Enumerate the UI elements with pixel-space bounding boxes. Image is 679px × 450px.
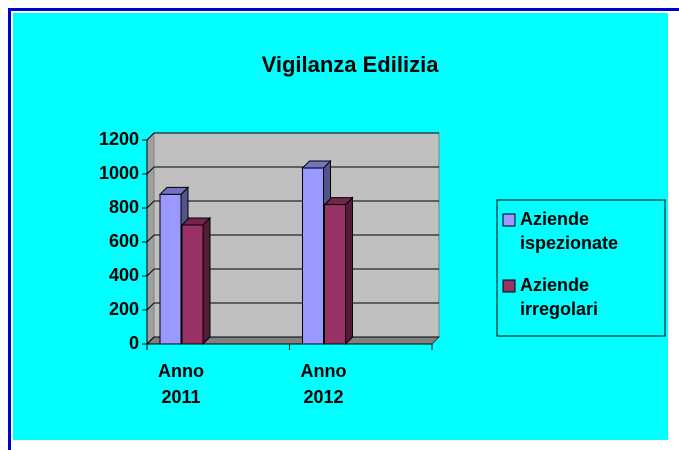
y-tick-label: 0 [129,333,139,353]
y-tick-label: 600 [109,231,139,251]
y-tick-label: 800 [109,197,139,217]
grid-line-side [146,336,155,345]
bar-side [202,216,211,346]
bar [181,224,204,345]
grid-line-side [146,302,155,311]
grid-line-side [146,132,155,141]
y-tick-label: 400 [109,265,139,285]
legend-swatch [502,213,516,227]
legend-label: Aziende irregolari [520,275,599,319]
legend-box [496,199,666,337]
bar [159,193,182,345]
x-tick-label: Anno 2012 [300,361,347,407]
y-tick-label: 1200 [99,129,139,149]
legend-label: Aziende ispezionate [520,209,619,253]
y-tick-label: 1000 [99,163,139,183]
bar [302,167,324,345]
bar-side [345,196,353,346]
legend-swatch [502,279,516,293]
chart-title: Vigilanza Edilizia [262,52,440,77]
grid-line-side [146,200,155,209]
bar [324,204,346,345]
grid-line-side [146,268,155,277]
x-tick-label: Anno 2011 [158,361,204,407]
grid-line-side [146,234,155,243]
y-tick-label: 200 [109,299,139,319]
grid-line-side [146,166,155,175]
